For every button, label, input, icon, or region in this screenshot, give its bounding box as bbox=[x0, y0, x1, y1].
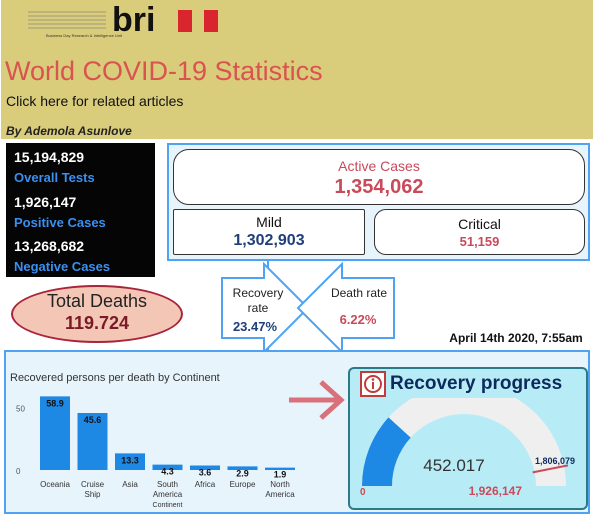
recovery-progress-title: Recovery progress bbox=[390, 373, 563, 394]
bar-value-label: 13.3 bbox=[121, 455, 139, 465]
positive-cases-value: 1,926,147 bbox=[14, 194, 77, 210]
rate-arrows: Recovery rate 23.47% Death rate 6.22% bbox=[221, 262, 395, 354]
bar[interactable] bbox=[77, 413, 108, 470]
critical-cases-card: Critical 51,159 bbox=[374, 209, 585, 255]
mild-cases-label: Mild bbox=[256, 214, 282, 230]
bar[interactable] bbox=[265, 467, 295, 470]
death-rate-label: Death rate bbox=[331, 286, 387, 300]
bar[interactable] bbox=[40, 396, 70, 470]
gauge-target-marker bbox=[532, 464, 569, 474]
logo-text: bri bbox=[112, 4, 155, 38]
bar[interactable] bbox=[152, 464, 183, 470]
bar-value-label: 1.9 bbox=[274, 470, 287, 480]
x-tick-label: Asia bbox=[122, 480, 138, 489]
mild-cases-value: 1,302,903 bbox=[233, 232, 305, 249]
gauge-target-label: 1,806,079 bbox=[535, 456, 575, 466]
logo-tagline: Business Day Research & Intelligence Uni… bbox=[46, 33, 123, 38]
right-arrow-icon bbox=[289, 380, 345, 420]
bri-logo: bri Business Day Research & Intelligence… bbox=[28, 4, 218, 38]
info-icon[interactable] bbox=[360, 371, 386, 397]
timestamp-label: April 14th 2020, 7:55am bbox=[446, 326, 586, 350]
overall-tests-label: Overall Tests bbox=[14, 170, 95, 185]
bar-value-label: 3.6 bbox=[199, 468, 212, 478]
x-tick-label: Ship bbox=[84, 490, 101, 499]
y-tick-label: 50 bbox=[16, 405, 25, 414]
bar[interactable] bbox=[190, 465, 220, 471]
negative-cases-label: Negative Cases bbox=[14, 259, 111, 274]
positive-cases-label: Positive Cases bbox=[14, 215, 106, 230]
recovery-gauge: 452.017 0 1,926,147 1,806,079 bbox=[360, 398, 575, 498]
page-title: World COVID-19 Statistics bbox=[5, 56, 323, 86]
gauge-value: 452.017 bbox=[423, 456, 484, 475]
critical-cases-label: Critical bbox=[458, 216, 501, 232]
active-cases-label: Active Cases bbox=[338, 158, 420, 174]
x-tick-label: America bbox=[153, 490, 183, 499]
negative-cases-value: 13,268,682 bbox=[14, 238, 85, 254]
author-byline: By Ademola Asunlove bbox=[6, 124, 132, 138]
total-deaths-badge: Total Deaths 119.724 bbox=[11, 285, 183, 343]
header-banner bbox=[1, 0, 593, 139]
bar-value-label: 58.9 bbox=[46, 398, 64, 408]
overall-tests-value: 15,194,829 bbox=[14, 149, 85, 165]
gauge-min-label: 0 bbox=[360, 487, 366, 498]
chart-title: Recovered persons per death by Continent bbox=[10, 372, 220, 384]
mild-cases-card: Mild 1,302,903 bbox=[173, 209, 365, 255]
bar-value-label: 4.3 bbox=[161, 467, 174, 477]
active-cases-card: Active Cases 1,354,062 bbox=[173, 149, 585, 205]
x-tick-label: Europe bbox=[230, 480, 256, 489]
x-tick-label: Africa bbox=[195, 480, 216, 489]
gauge-fill bbox=[362, 417, 411, 486]
tests-panel: 15,194,829 Overall Tests 1,926,147 Posit… bbox=[6, 143, 155, 277]
x-tick-label: America bbox=[265, 490, 295, 499]
recovery-rate-label-line1: Recovery bbox=[233, 286, 284, 300]
cases-panel: Active Cases 1,354,062 Mild 1,302,903 Cr… bbox=[167, 143, 590, 261]
bar[interactable] bbox=[227, 466, 258, 470]
recovery-rate-label-line2: rate bbox=[248, 301, 269, 315]
x-tick-label: North bbox=[270, 480, 290, 489]
y-tick-label: 0 bbox=[16, 467, 21, 476]
recovery-rate-value: 23.47% bbox=[233, 319, 278, 334]
gauge-max-label: 1,926,147 bbox=[469, 484, 523, 498]
bar[interactable] bbox=[115, 453, 145, 470]
x-tick-label: South bbox=[157, 480, 178, 489]
bar-value-label: 2.9 bbox=[236, 468, 249, 478]
active-cases-value: 1,354,062 bbox=[334, 176, 424, 198]
recovery-rate-arrow bbox=[221, 262, 310, 354]
x-tick-label: Continent bbox=[153, 502, 183, 509]
gauge-track bbox=[362, 398, 566, 486]
death-rate-arrow bbox=[296, 262, 395, 354]
total-deaths-value: 119.724 bbox=[64, 313, 130, 333]
x-tick-label: Cruise bbox=[81, 480, 105, 489]
related-articles-link[interactable]: Click here for related articles bbox=[6, 93, 184, 109]
death-rate-value: 6.22% bbox=[340, 312, 377, 327]
bar-value-label: 45.6 bbox=[84, 415, 102, 425]
total-deaths-label: Total Deaths bbox=[46, 291, 148, 311]
critical-cases-value: 51,159 bbox=[459, 234, 500, 249]
x-tick-label: Oceania bbox=[40, 480, 70, 489]
